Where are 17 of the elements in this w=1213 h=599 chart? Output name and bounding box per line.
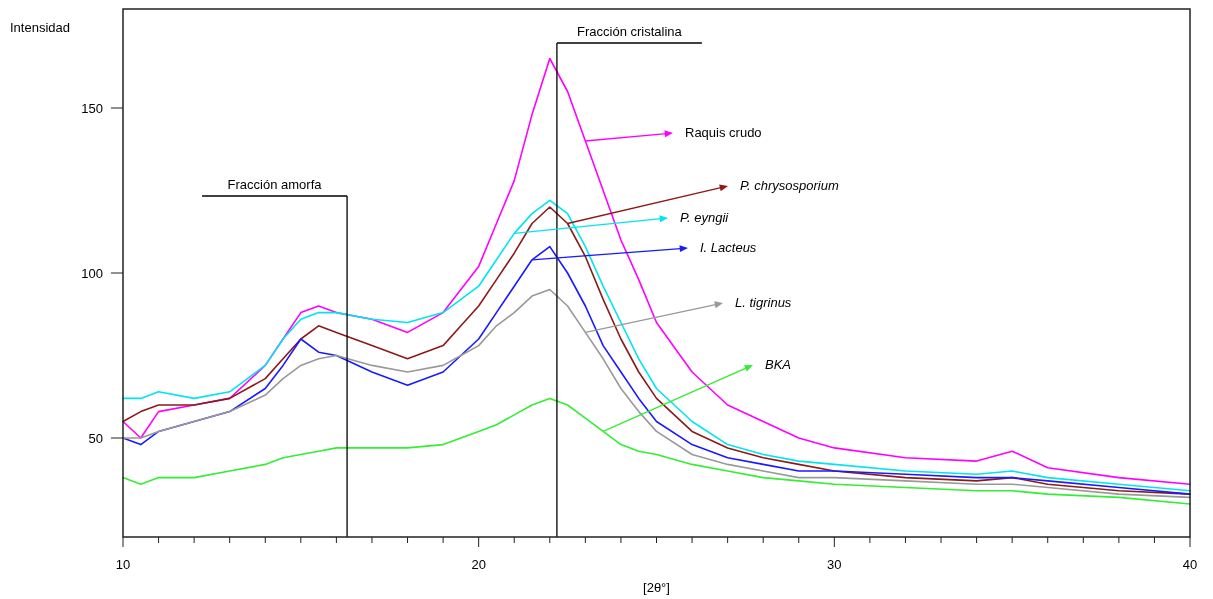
x-tick-label: 10 [115, 557, 131, 572]
legend-label: I. Lacteus [700, 240, 757, 255]
y-tick-label: 150 [81, 101, 103, 116]
y-tick-label: 100 [81, 266, 103, 281]
x-tick-label: 30 [827, 557, 842, 572]
ref-line-label: Fracción cristalina [577, 24, 683, 39]
legend-label: L. tigrinus [735, 295, 792, 310]
x-tick-label: 20 [471, 557, 486, 572]
y-axis-title: Intensidad [10, 20, 70, 35]
legend-label: P. eyngii [680, 210, 730, 225]
legend-label: Raquis crudo [685, 125, 762, 140]
x-tick-label: 40 [1182, 557, 1198, 572]
x-axis-title: [2θ°] [643, 580, 670, 595]
legend-label: BKA [765, 357, 792, 372]
y-tick-label: 50 [88, 431, 103, 446]
legend-label: P. chrysosporium [740, 178, 839, 193]
ref-line-label: Fracción amorfa [227, 177, 323, 192]
